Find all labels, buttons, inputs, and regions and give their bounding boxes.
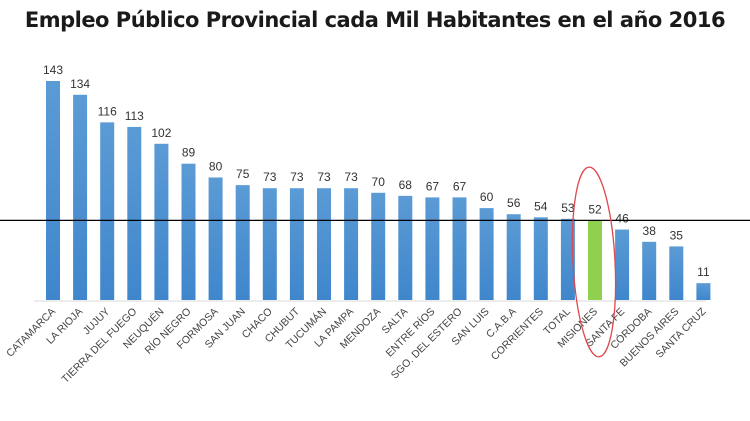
data-label-16: 60 <box>480 190 494 204</box>
data-label-22: 38 <box>643 224 657 238</box>
bar-21 <box>615 229 630 300</box>
bar-23 <box>669 246 684 300</box>
data-label-9: 73 <box>290 170 304 184</box>
bar-18 <box>533 217 548 300</box>
bar-22 <box>642 241 657 300</box>
data-label-13: 68 <box>399 178 413 192</box>
data-label-6: 80 <box>209 159 223 173</box>
bar-12 <box>371 192 386 300</box>
data-label-17: 56 <box>507 196 521 210</box>
highlight-ellipse <box>571 166 617 358</box>
bar-15 <box>452 197 467 300</box>
data-label-14: 67 <box>426 179 440 193</box>
bar-16 <box>479 208 494 300</box>
bar-2 <box>100 122 115 301</box>
data-label-0: 143 <box>43 63 63 77</box>
bar-7 <box>235 185 250 300</box>
bar-0 <box>46 81 60 300</box>
data-label-7: 75 <box>236 167 250 181</box>
data-label-1: 134 <box>70 77 90 91</box>
data-label-15: 67 <box>453 179 467 193</box>
bar-13 <box>398 195 413 300</box>
bar-4 <box>154 143 169 300</box>
data-label-2: 116 <box>98 104 117 118</box>
bar-24 <box>696 283 711 300</box>
data-label-4: 102 <box>151 126 171 140</box>
bar-10 <box>317 188 331 300</box>
bar-8 <box>262 188 277 300</box>
bar-6 <box>208 177 223 300</box>
chart-title: Empleo Público Provincial cada Mil Habit… <box>24 8 726 32</box>
bar-20 <box>588 220 602 300</box>
bar-14 <box>425 197 440 300</box>
bar-19 <box>560 218 575 300</box>
bar-1 <box>73 94 88 300</box>
bar-3 <box>127 126 142 300</box>
data-label-20: 52 <box>588 202 602 216</box>
data-label-18: 54 <box>534 199 548 213</box>
bar-17 <box>506 214 521 300</box>
data-label-19: 53 <box>561 201 575 215</box>
data-label-12: 70 <box>372 175 386 189</box>
data-label-23: 35 <box>670 228 684 242</box>
bar-11 <box>344 188 359 300</box>
data-label-5: 89 <box>182 146 196 160</box>
bar-9 <box>289 188 304 300</box>
data-label-10: 73 <box>317 170 331 184</box>
bar-5 <box>181 163 196 300</box>
data-label-11: 73 <box>344 170 358 184</box>
data-label-24: 11 <box>697 265 710 279</box>
data-label-21: 46 <box>615 212 629 226</box>
data-label-8: 73 <box>263 170 277 184</box>
data-label-3: 113 <box>125 109 144 123</box>
